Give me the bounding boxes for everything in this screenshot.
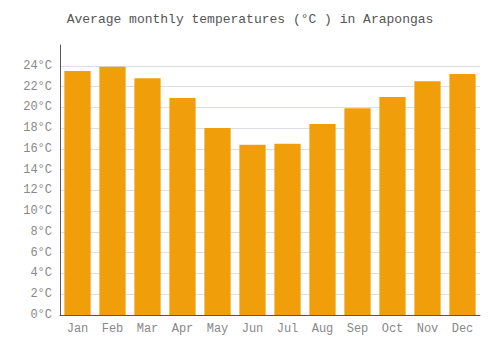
svg-text:2°C: 2°C — [30, 287, 52, 301]
svg-text:Oct: Oct — [382, 322, 404, 336]
svg-text:Jun: Jun — [242, 322, 264, 336]
svg-text:12°C: 12°C — [23, 183, 52, 197]
svg-text:24°C: 24°C — [23, 59, 52, 73]
svg-text:14°C: 14°C — [23, 163, 52, 177]
svg-text:Mar: Mar — [137, 322, 159, 336]
svg-text:Nov: Nov — [417, 322, 439, 336]
svg-text:Dec: Dec — [452, 322, 474, 336]
svg-text:20°C: 20°C — [23, 100, 52, 114]
svg-text:0°C: 0°C — [30, 308, 52, 322]
svg-text:Apr: Apr — [172, 322, 194, 336]
svg-text:Sep: Sep — [347, 322, 369, 336]
svg-text:Jul: Jul — [277, 322, 299, 336]
svg-text:6°C: 6°C — [30, 246, 52, 260]
svg-text:Average monthly temperatures (: Average monthly temperatures (°C ) in Ar… — [67, 12, 434, 27]
svg-text:22°C: 22°C — [23, 80, 52, 94]
svg-text:18°C: 18°C — [23, 121, 52, 135]
svg-text:Feb: Feb — [102, 322, 124, 336]
svg-text:8°C: 8°C — [30, 225, 52, 239]
svg-text:May: May — [207, 322, 229, 336]
svg-text:Aug: Aug — [312, 322, 334, 336]
svg-text:16°C: 16°C — [23, 142, 52, 156]
svg-text:10°C: 10°C — [23, 204, 52, 218]
svg-text:4°C: 4°C — [30, 266, 52, 280]
svg-text:Jan: Jan — [67, 322, 89, 336]
